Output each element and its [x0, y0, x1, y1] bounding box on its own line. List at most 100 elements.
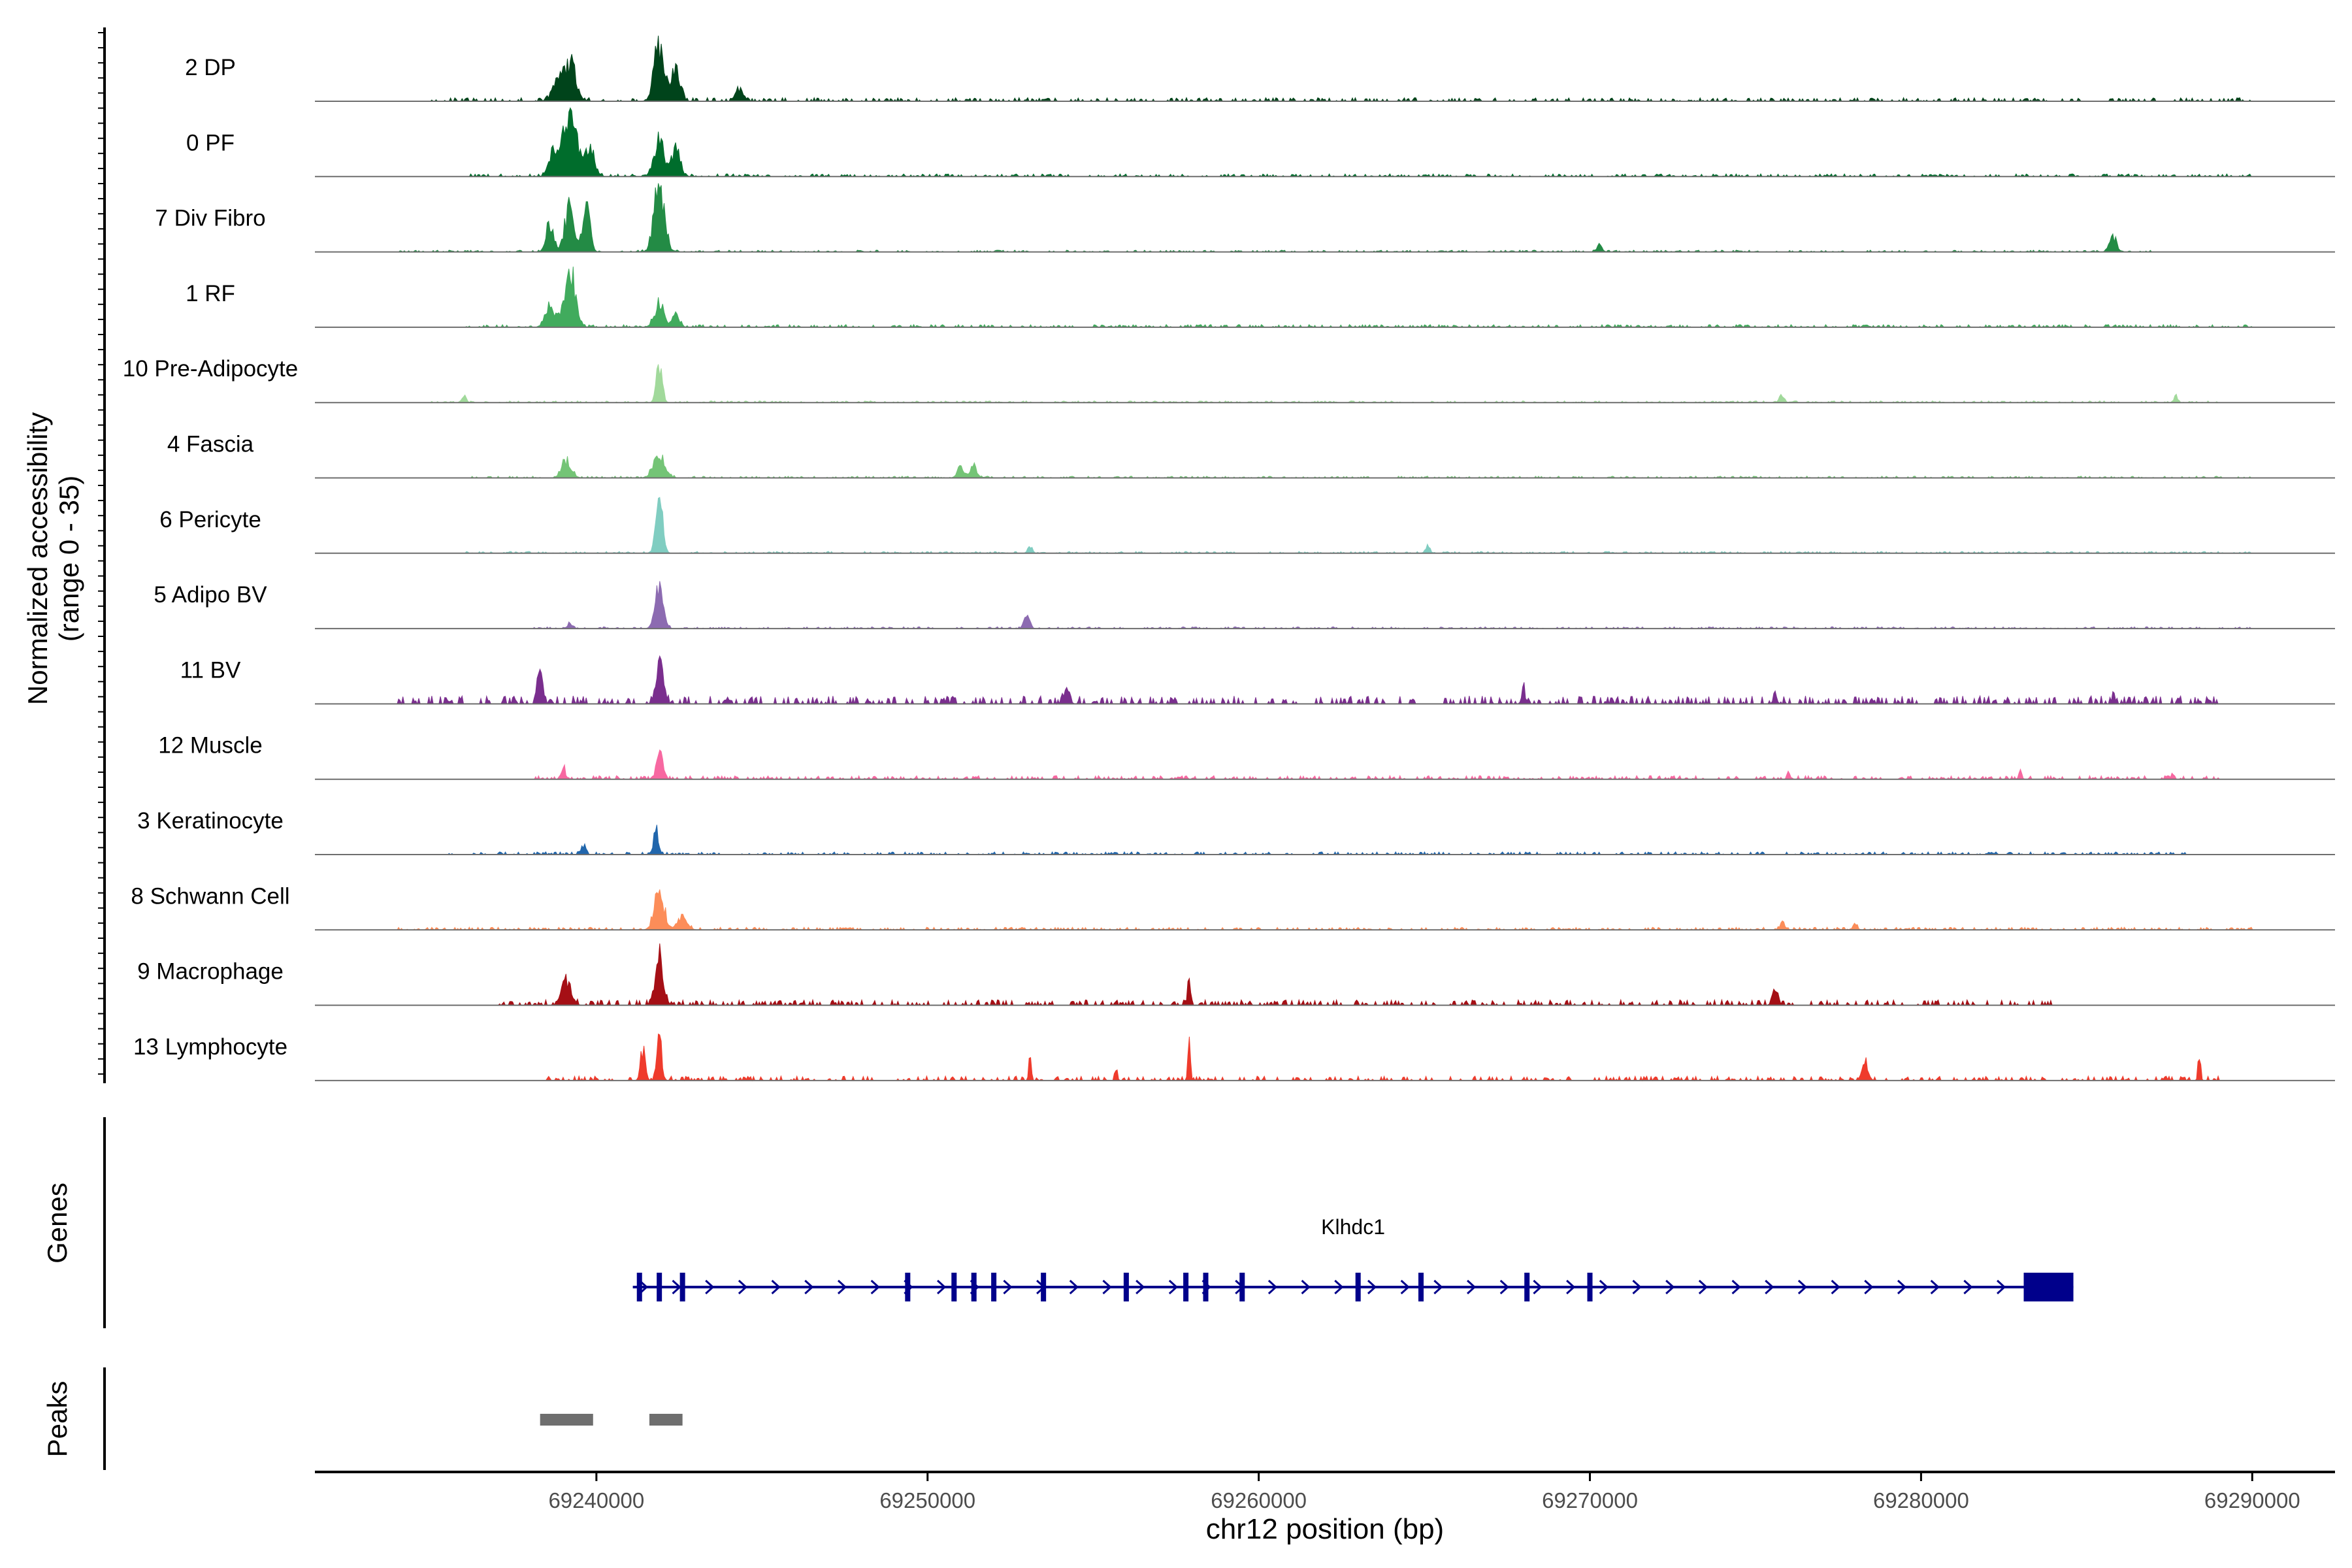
x-axis-label: chr12 position (bp) — [1206, 1513, 1444, 1545]
coverage-track-area — [315, 825, 2335, 856]
gene-exon — [657, 1273, 662, 1301]
gene-strand-arrow — [1930, 1279, 1940, 1295]
gene-strand-arrow — [1698, 1279, 1708, 1295]
coverage-track-label: 9 Macrophage — [137, 959, 284, 985]
coverage-track-area — [315, 364, 2335, 403]
coverage-track-label: 12 Muscle — [158, 733, 263, 759]
gene-exon — [1587, 1273, 1593, 1301]
gene-strand-arrow — [837, 1279, 847, 1295]
coverage-track-label: 6 Pericyte — [159, 507, 261, 532]
coverage-track-label: 11 BV — [180, 657, 241, 683]
gene-strand-arrow — [1765, 1279, 1774, 1295]
gene-strand-arrow — [1367, 1279, 1377, 1295]
coverage-track-area — [315, 497, 2335, 554]
coverage-track-area — [315, 35, 2335, 103]
coverage-track-area — [315, 454, 2335, 479]
coverage-track-area — [315, 943, 2335, 1007]
gene-track — [632, 1273, 2074, 1301]
gene-name-label: Klhdc1 — [1321, 1215, 1385, 1239]
coverage-track-area — [315, 183, 2335, 253]
coverage-track-label: 4 Fascia — [167, 432, 254, 457]
x-axis-tick-label: 69290000 — [2204, 1488, 2300, 1512]
coverage-track-area — [315, 107, 2335, 178]
peak-regions — [540, 1414, 683, 1426]
x-axis-tick-label: 69250000 — [879, 1488, 975, 1512]
gene-strand-arrow — [1632, 1279, 1642, 1295]
gene-strand-arrow — [1499, 1279, 1509, 1295]
gene-utr-block — [2023, 1273, 2074, 1301]
gene-strand-arrow — [1400, 1279, 1410, 1295]
coverage-track-label: 10 Pre-Adipocyte — [123, 356, 298, 382]
gene-strand-arrow — [937, 1279, 947, 1295]
gene-exon — [1418, 1273, 1424, 1301]
gene-strand-arrow — [1566, 1279, 1576, 1295]
peak-region-bar — [540, 1414, 593, 1426]
gene-exon — [636, 1273, 642, 1301]
accessibility-axis — [98, 27, 106, 1083]
gene-exon — [991, 1273, 997, 1301]
x-axis: 69240000 69250000 69260000 69270000 69280000… — [315, 1471, 2335, 1512]
gene-exon — [1183, 1273, 1189, 1301]
gene-exon — [905, 1273, 911, 1301]
gene-strand-arrow — [1963, 1279, 1973, 1295]
gene-exon — [951, 1273, 957, 1301]
gene-exon — [1203, 1273, 1209, 1301]
x-axis-tick-label: 69280000 — [1873, 1488, 1969, 1512]
gene-exon — [1239, 1273, 1245, 1301]
gene-strand-arrow — [1533, 1279, 1543, 1295]
coverage-track-area — [315, 749, 2335, 781]
gene-strand-arrow — [1168, 1279, 1179, 1295]
gene-strand-arrow — [672, 1279, 681, 1295]
coverage-track-label: 7 Div Fibro — [155, 206, 265, 231]
gene-exon — [1123, 1273, 1129, 1301]
gene-strand-arrow — [1069, 1279, 1079, 1295]
gene-strand-arrow — [1267, 1279, 1278, 1295]
coverage-track-area — [315, 267, 2335, 328]
x-axis-tick-label: 69260000 — [1211, 1488, 1307, 1512]
coverage-track-area — [315, 655, 2335, 706]
gene-strand-arrow — [1102, 1279, 1112, 1295]
y-axis-label: Normalized accessibility — [22, 412, 53, 705]
gene-exon — [971, 1273, 977, 1301]
gene-strand-arrow — [1599, 1279, 1609, 1295]
coverage-track-label: 13 Lymphocyte — [133, 1034, 287, 1060]
y-axis-range-label: (range 0 - 35) — [54, 476, 84, 642]
gene-exon — [1355, 1273, 1361, 1301]
peaks-panel-label: Peaks — [42, 1381, 73, 1458]
gene-strand-arrow — [1997, 1279, 2006, 1295]
gene-exon — [1524, 1273, 1530, 1301]
coverage-track-label: 1 RF — [186, 281, 235, 306]
coverage-track-area — [315, 889, 2335, 931]
gene-strand-arrow — [1897, 1279, 1907, 1295]
gene-strand-arrow — [1831, 1279, 1840, 1295]
gene-strand-arrow — [1135, 1279, 1145, 1295]
gene-strand-arrow — [1797, 1279, 1808, 1295]
coverage-track-label: 8 Schwann Cell — [131, 883, 289, 909]
genes-panel-label: Genes — [42, 1183, 73, 1264]
gene-exon — [679, 1273, 685, 1301]
coverage-track-label: 3 Keratinocyte — [137, 808, 284, 834]
peak-region-bar — [649, 1414, 683, 1426]
coverage-track-area — [315, 1033, 2335, 1082]
gene-exon — [1041, 1273, 1047, 1301]
coverage-track-label: 5 Adipo BV — [154, 582, 267, 608]
gene-strand-arrow — [804, 1279, 814, 1295]
gene-strand-arrow — [738, 1279, 748, 1295]
gene-strand-arrow — [1433, 1279, 1443, 1295]
gene-strand-arrow — [1467, 1279, 1477, 1295]
coverage-track-label: 0 PF — [186, 130, 235, 155]
gene-strand-arrow — [1864, 1279, 1874, 1295]
gene-strand-arrow — [705, 1279, 715, 1295]
gene-strand-arrow — [1301, 1279, 1311, 1295]
coverage-tracks: 2 DP 0 PF 7 Div Fibro 1 RF 10 Pre-Adipocyte 4… — [123, 35, 2335, 1082]
x-axis-tick-label: 69270000 — [1542, 1488, 1638, 1512]
coverage-track-label: 2 DP — [185, 55, 236, 80]
coverage-track-area — [315, 581, 2335, 629]
gene-strand-arrow — [1665, 1279, 1675, 1295]
gene-strand-arrow — [1731, 1279, 1741, 1295]
gene-strand-arrow — [870, 1279, 880, 1295]
gene-strand-arrow — [1003, 1279, 1013, 1295]
x-axis-tick-label: 69240000 — [548, 1488, 644, 1512]
gene-strand-arrow — [771, 1279, 781, 1295]
